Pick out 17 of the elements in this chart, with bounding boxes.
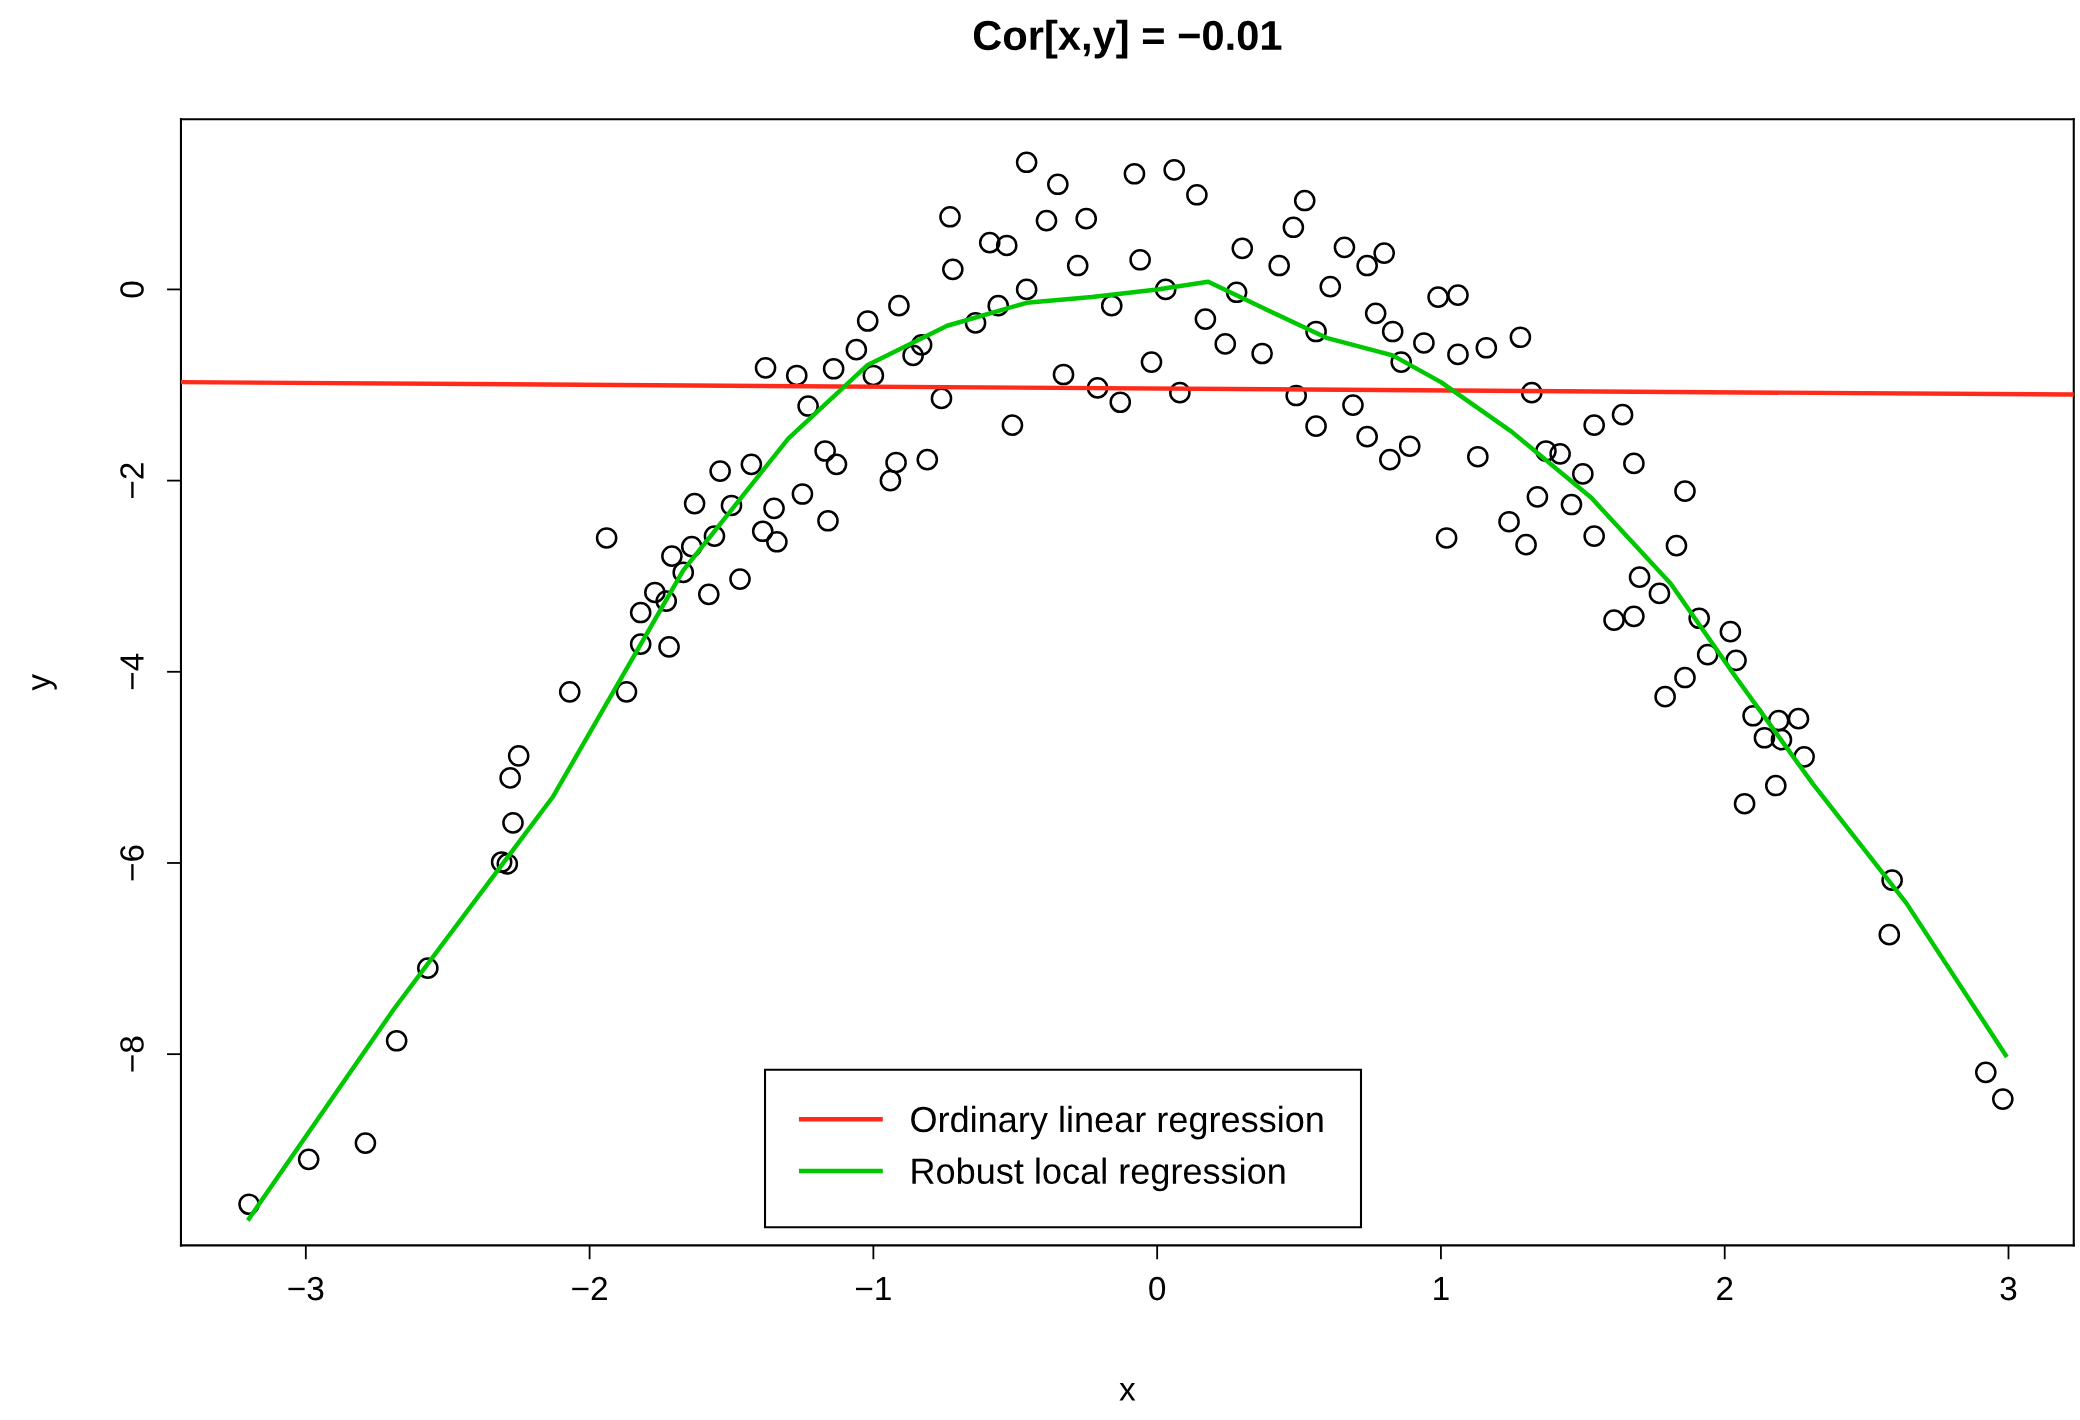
y-tick-label: −6 xyxy=(120,845,144,881)
x-axis-title: x xyxy=(1119,1382,1136,1401)
chart-title: Cor[x,y] = −0.01 xyxy=(973,19,1282,59)
legend-label: Ordinary linear regression xyxy=(911,1105,1323,1140)
x-tick-label: 2 xyxy=(1717,1276,1733,1301)
y-tick-label: 0 xyxy=(120,281,144,298)
y-tick-label: −2 xyxy=(120,463,144,498)
x-tick-label: 3 xyxy=(2000,1276,2017,1301)
y-tick-label: −4 xyxy=(120,653,144,690)
y-axis-title: y xyxy=(32,674,57,691)
x-tick-label: 1 xyxy=(1434,1277,1449,1301)
legend-label: Robust local regression xyxy=(912,1157,1285,1192)
x-tick-label: 0 xyxy=(1149,1276,1166,1301)
x-tick-label: −1 xyxy=(856,1277,891,1301)
y-tick-label: −8 xyxy=(120,1036,144,1072)
x-tick-label: −3 xyxy=(288,1276,324,1301)
x-tick-label: −2 xyxy=(572,1276,607,1301)
